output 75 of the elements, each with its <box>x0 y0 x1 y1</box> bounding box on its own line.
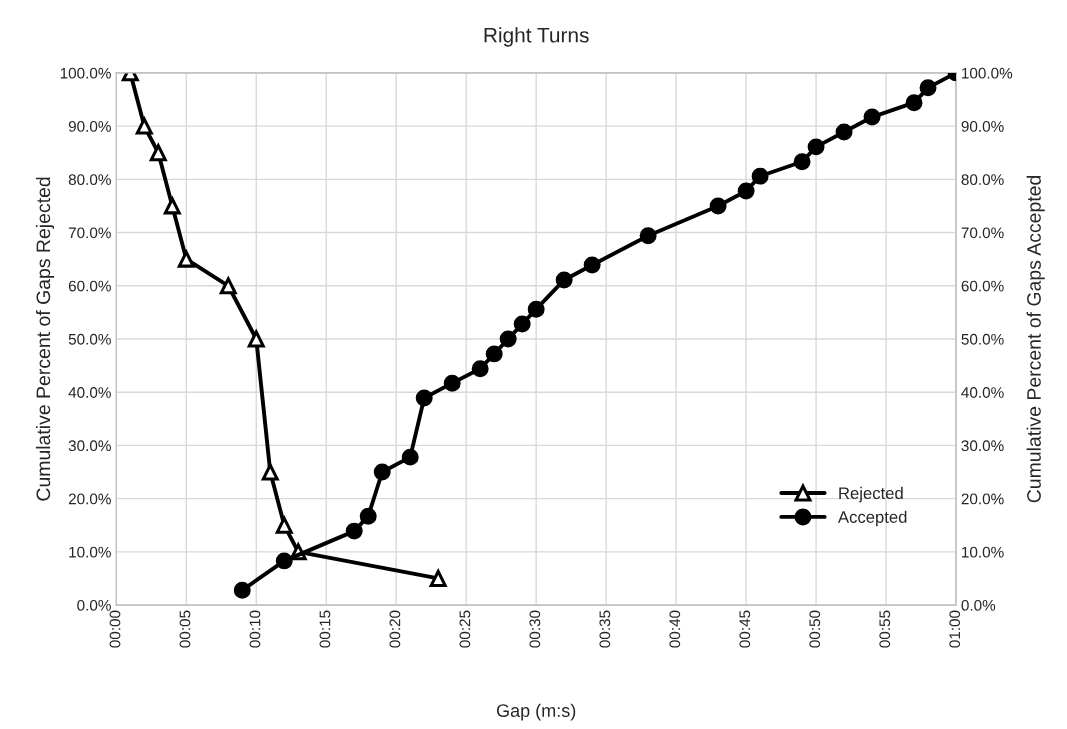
y2-tick-label: 80.0% <box>961 174 1004 186</box>
point <box>639 227 657 245</box>
y2-tick-label: 90.0% <box>961 120 1004 132</box>
y-tick-label: 60.0% <box>68 280 111 292</box>
x-tick-label: 00:20 <box>389 610 401 648</box>
y2-tick-label: 0.0% <box>961 599 996 611</box>
point <box>499 330 517 348</box>
legend-label: Accepted <box>837 510 907 527</box>
y2-tick-label: 50.0% <box>961 333 1004 345</box>
x-tick-label: 00:35 <box>599 610 611 648</box>
legend-label: Rejected <box>839 486 903 503</box>
x-tick-label: 00:15 <box>319 610 331 648</box>
y2-tick-label: 70.0% <box>961 227 1004 239</box>
y-tick-label: 70.0% <box>68 227 111 239</box>
point <box>345 522 363 540</box>
point <box>905 94 923 112</box>
y-tick-label: 30.0% <box>68 440 111 452</box>
y2-tick-label: 40.0% <box>961 387 1004 398</box>
y2-tick-label: 10.0% <box>962 546 1004 558</box>
point <box>709 197 727 215</box>
x-tick-label: 00:45 <box>739 610 751 648</box>
y2-axis-title: Cumulative Percent of Gaps Accepted <box>1026 175 1045 503</box>
y-tick-label: 40.0% <box>68 387 111 398</box>
point <box>429 569 447 587</box>
y2-tick-label: 100.0% <box>962 67 1013 79</box>
point <box>443 374 461 392</box>
y-axis-title: Cumulative Percent of Gaps Rejected <box>35 177 55 501</box>
point <box>373 463 391 481</box>
y-tick-label: 50.0% <box>68 333 111 345</box>
x-tick-label: 00:40 <box>669 610 681 648</box>
point <box>513 315 531 333</box>
y-tick-label: 0.0% <box>77 599 111 611</box>
point <box>261 463 279 481</box>
x-tick-label: 00:25 <box>459 610 471 648</box>
point <box>247 328 266 348</box>
x-tick-label: 00:55 <box>879 610 891 648</box>
point <box>233 581 251 599</box>
x-tick-label: 00:00 <box>109 610 121 648</box>
point <box>471 360 489 378</box>
point <box>401 448 419 466</box>
point <box>835 123 853 141</box>
y2-tick-label: 20.0% <box>961 493 1004 505</box>
point <box>485 345 503 363</box>
point <box>793 153 811 171</box>
x-tick-label: 00:50 <box>809 610 821 648</box>
point <box>415 389 433 407</box>
y-tick-label: 10.0% <box>69 546 111 558</box>
point <box>751 167 769 185</box>
x-axis-title: Gap (m:s) <box>496 703 576 721</box>
x-tick-label: 00:10 <box>249 610 261 648</box>
chart-title: Right Turns <box>484 27 589 47</box>
point <box>527 300 545 318</box>
point <box>807 138 825 156</box>
point <box>583 256 601 274</box>
x-tick-label: 00:05 <box>179 610 191 648</box>
point <box>275 552 293 570</box>
point <box>863 108 881 126</box>
point <box>149 144 167 162</box>
point <box>359 507 377 525</box>
y2-tick-label: 60.0% <box>961 280 1004 292</box>
point <box>135 115 154 135</box>
point <box>219 277 237 295</box>
y2-tick-label: 30.0% <box>961 440 1004 452</box>
y-tick-label: 100.0% <box>60 67 111 79</box>
point <box>919 79 937 97</box>
y-tick-label: 20.0% <box>68 493 111 505</box>
x-tick-label: 00:30 <box>529 610 541 648</box>
point <box>275 516 293 534</box>
point <box>163 197 181 215</box>
point <box>737 182 755 200</box>
point <box>555 271 573 289</box>
point <box>177 250 195 268</box>
y-tick-label: 80.0% <box>68 174 111 186</box>
y-tick-label: 90.0% <box>68 120 111 132</box>
x-tick-label: 01:00 <box>949 610 961 648</box>
